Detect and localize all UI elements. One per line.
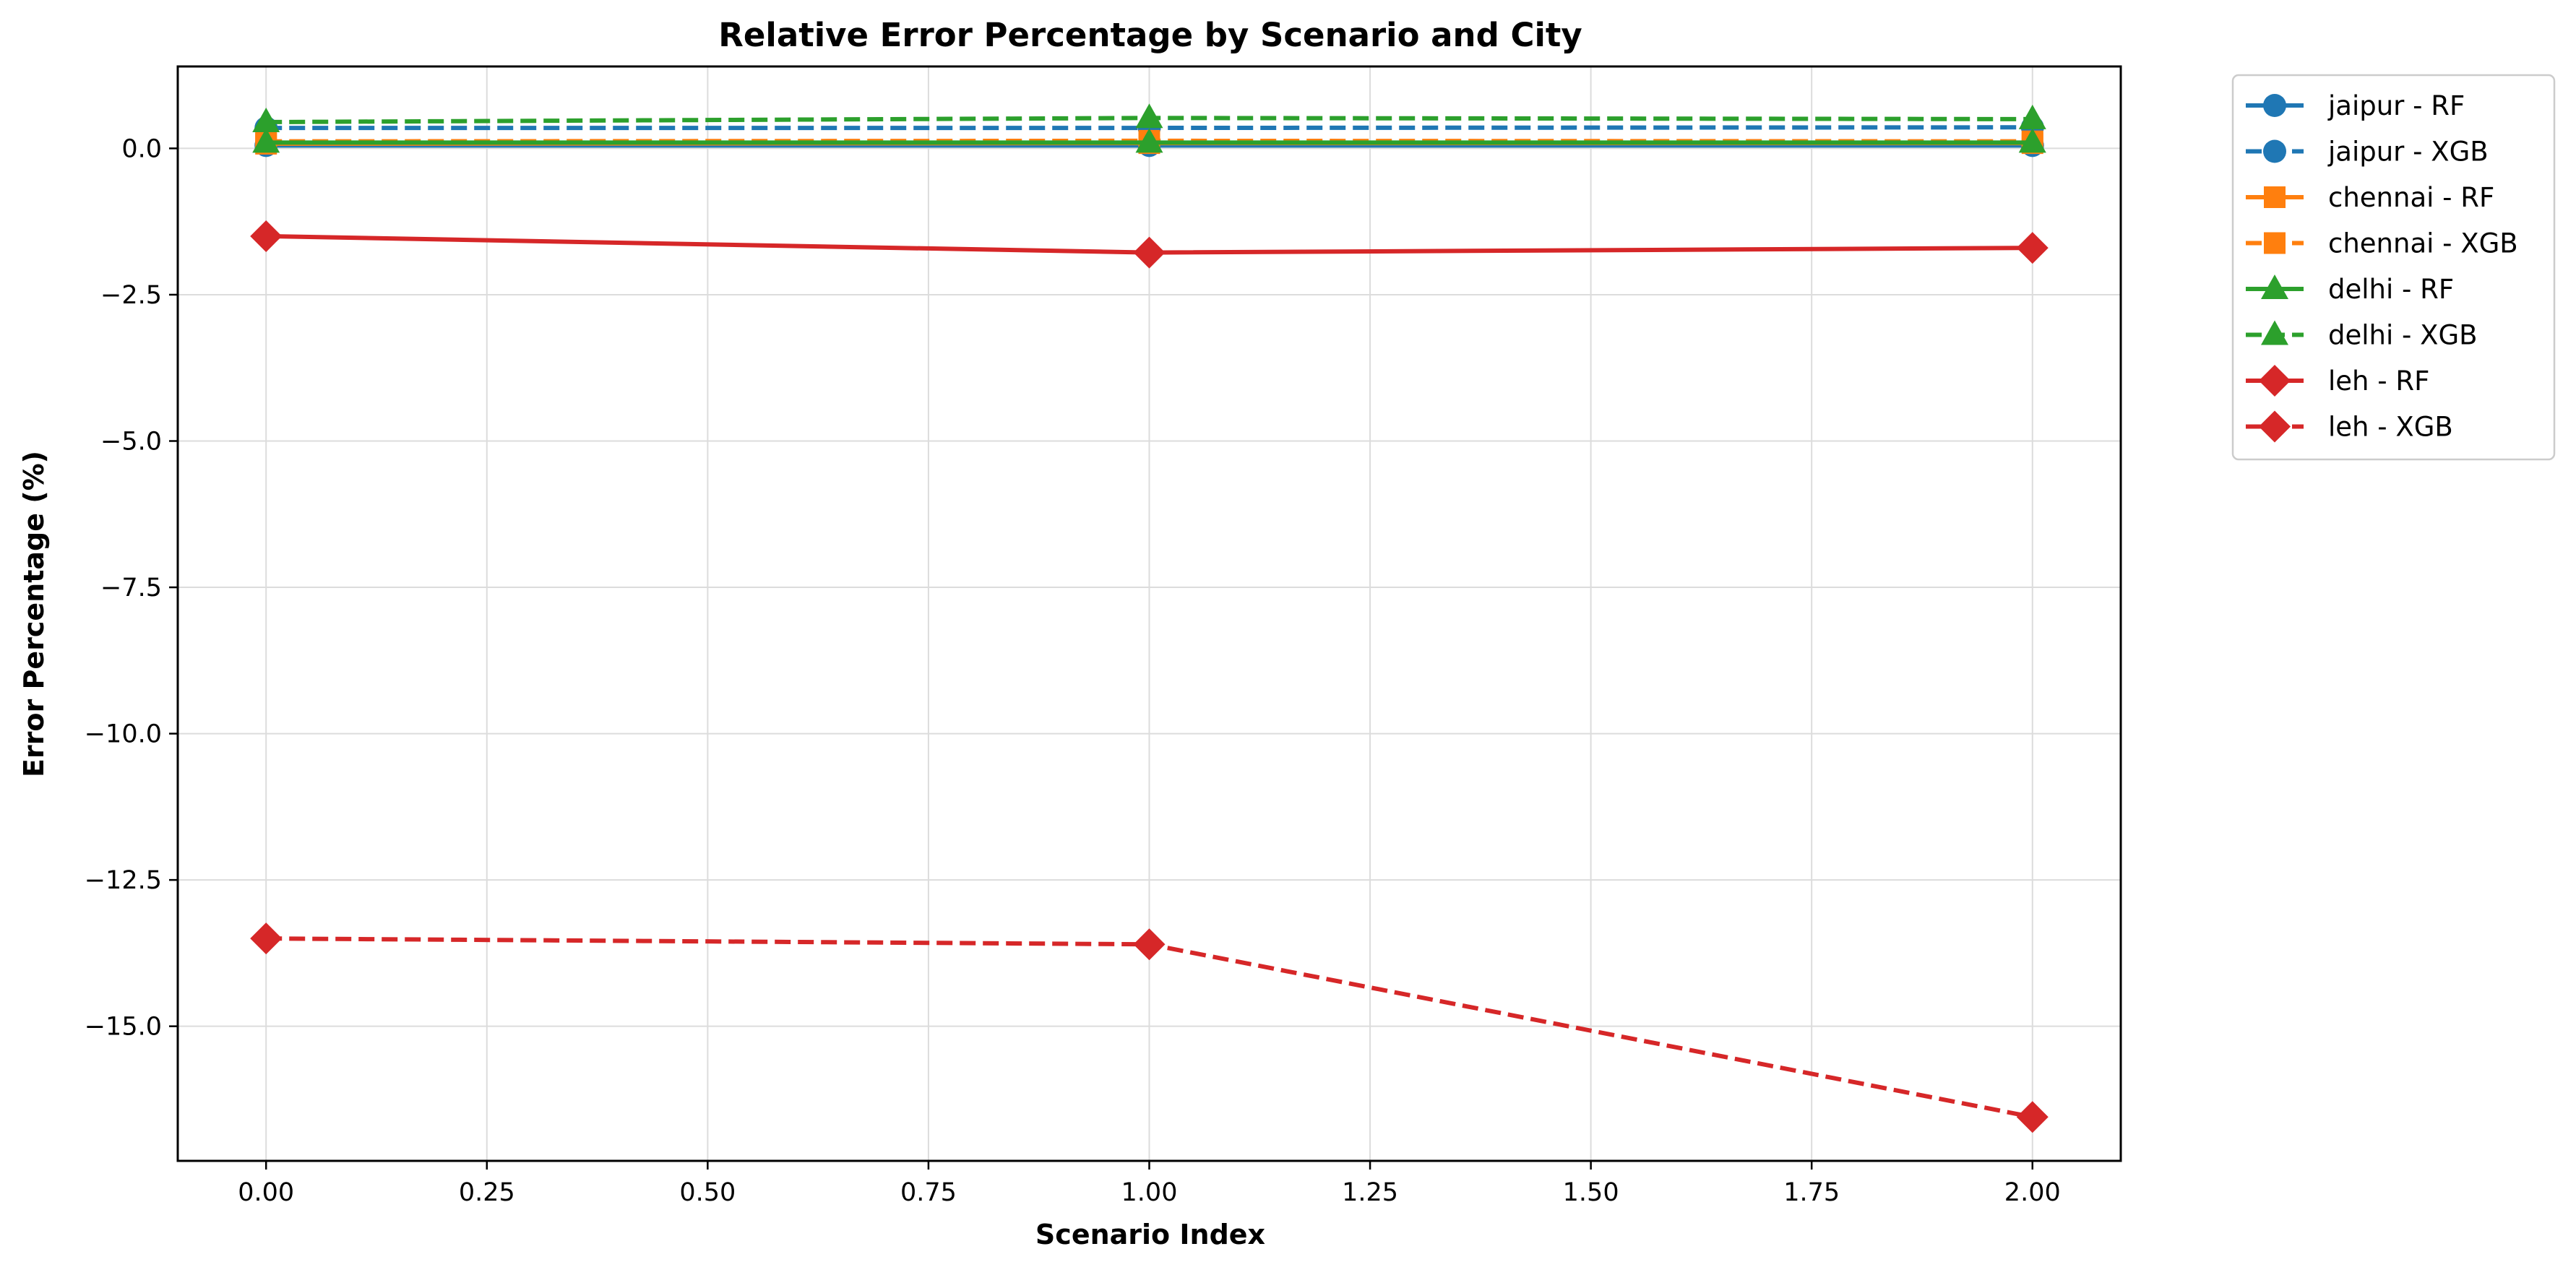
data-point-leh-xgb (1133, 928, 1166, 961)
series-leh-rf (250, 220, 2049, 269)
legend-marker-delhi-rf (2261, 275, 2288, 299)
x-tick-label: 0.75 (900, 1178, 957, 1207)
chart-title: Relative Error Percentage by Scenario an… (718, 16, 1582, 54)
data-point-delhi-rf (1135, 128, 1163, 153)
series-leh-xgb (250, 922, 2049, 1133)
series-layer (250, 103, 2049, 1133)
y-tick-label: −15.0 (85, 1013, 162, 1042)
legend-label-delhi-rf: delhi - RF (2328, 274, 2454, 305)
data-point-leh-xgb (2016, 1101, 2049, 1133)
data-point-delhi-xgb (1135, 103, 1163, 129)
data-point-delhi-xgb (252, 107, 280, 132)
legend-label-jaipur-xgb: jaipur - XGB (2327, 137, 2489, 168)
axis-ticks: 0.00 0.25 0.50 0.75 1.00 1.25 1.50 1.75 2.00 0.0 −… (85, 134, 2061, 1207)
y-tick-label: −2.5 (100, 281, 162, 310)
legend-label-jaipur-rf: jaipur - RF (2327, 90, 2465, 121)
data-point-leh-rf (250, 220, 283, 252)
legend-marker-chennai-xgb (2264, 232, 2286, 254)
legend-label-leh-rf: leh - RF (2328, 366, 2429, 397)
grid-lines (178, 66, 2121, 1161)
data-point-leh-rf (2016, 232, 2049, 264)
legend-marker-leh-xgb (2259, 410, 2291, 443)
x-tick-label: 0.50 (679, 1178, 736, 1207)
x-tick-label: 1.75 (1783, 1178, 1840, 1207)
y-tick-label: −7.5 (100, 574, 162, 602)
x-tick-label: 2.00 (2004, 1178, 2061, 1207)
legend-marker-leh-rf (2259, 365, 2291, 397)
legend-label-delhi-xgb: delhi - XGB (2328, 320, 2478, 351)
data-point-delhi-xgb (2018, 104, 2046, 129)
legend-box (2231, 74, 2556, 461)
data-point-leh-xgb (250, 922, 283, 955)
x-tick-label: 1.50 (1563, 1178, 1619, 1207)
data-point-leh-rf (1133, 236, 1166, 269)
data-point-delhi-rf (252, 128, 280, 153)
x-tick-label: 1.25 (1342, 1178, 1398, 1207)
legend-marker-jaipur-rf (2263, 94, 2286, 117)
x-tick-label: 1.00 (1121, 1178, 1178, 1207)
legend-marker-jaipur-xgb (2263, 139, 2286, 163)
legend-label-chennai-xgb: chennai - XGB (2328, 228, 2518, 259)
y-tick-label: −10.0 (85, 720, 162, 749)
legend-marker-delhi-xgb (2261, 320, 2288, 345)
data-point-delhi-rf (2018, 128, 2046, 153)
series-delhi-rf (252, 128, 2046, 153)
y-axis-label: Error Percentage (%) (18, 451, 50, 777)
legend-marker-chennai-rf (2264, 186, 2286, 208)
y-tick-label: −12.5 (85, 866, 162, 895)
legend-label-chennai-rf: chennai - RF (2328, 182, 2494, 213)
x-axis-label: Scenario Index (1035, 1219, 1265, 1250)
legend: jaipur - RF jaipur - XGB chennai - RF chenn… (2231, 74, 2556, 461)
y-tick-label: 0.0 (121, 134, 162, 163)
x-tick-label: 0.00 (238, 1178, 294, 1207)
legend-label-leh-xgb: leh - XGB (2328, 412, 2453, 443)
y-tick-label: −5.0 (100, 428, 162, 457)
series-delhi-xgb (252, 103, 2046, 132)
x-tick-label: 0.25 (459, 1178, 515, 1207)
